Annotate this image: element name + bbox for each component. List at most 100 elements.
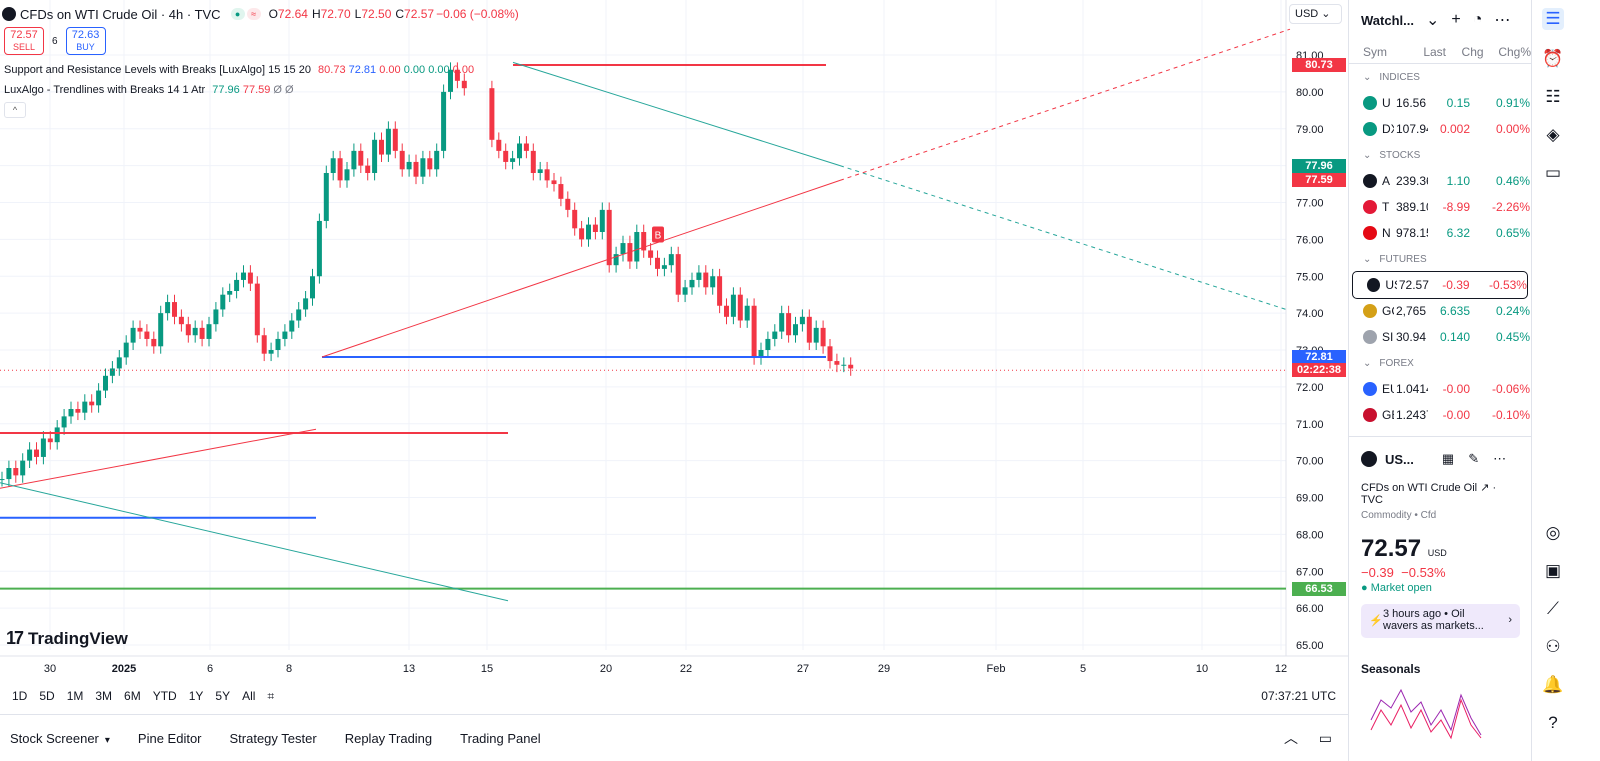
buy-button[interactable]: 72.63 BUY bbox=[65, 27, 106, 55]
timeframe-5y[interactable]: 5Y bbox=[215, 689, 231, 703]
indicator-legend-trendlines[interactable]: LuxAlgo - Trendlines with Breaks 14 1 At… bbox=[4, 84, 294, 96]
candle-body bbox=[413, 161, 419, 177]
chevron-down-icon[interactable]: ⌄ bbox=[1425, 12, 1440, 29]
seasonals-heading[interactable]: Seasonals bbox=[1361, 662, 1421, 676]
news-card[interactable]: ⚡ 3 hours ago • Oil wavers as markets...… bbox=[1361, 604, 1520, 638]
candle-body bbox=[316, 220, 322, 277]
collapse-legend-button[interactable]: ^ bbox=[4, 102, 26, 118]
symbol-title[interactable]: CFDs on WTI Crude Oil · 4h · TVC bbox=[20, 6, 221, 22]
symbol-logo-icon bbox=[1367, 278, 1381, 292]
candle-body bbox=[737, 294, 743, 321]
candle-body bbox=[696, 272, 702, 280]
timeframe-6m[interactable]: 6M bbox=[124, 689, 141, 703]
collapse-panel-icon[interactable]: ︿ bbox=[1284, 730, 1298, 746]
candle-body bbox=[323, 173, 329, 221]
layers-icon[interactable]: ◈ bbox=[1546, 125, 1560, 144]
candle-body bbox=[565, 198, 571, 210]
chat-icon[interactable]: ▭ bbox=[1544, 163, 1562, 182]
candle-body bbox=[689, 279, 695, 288]
more-icon[interactable]: ⋯ bbox=[1493, 451, 1507, 466]
timeframe-5d[interactable]: 5D bbox=[39, 689, 55, 703]
price-chart[interactable]: 81.0080.0079.0078.0077.0076.0075.0074.00… bbox=[0, 0, 1348, 676]
trade-buttons: 72.57 SELL 6 72.63 BUY bbox=[4, 27, 106, 55]
break-label bbox=[652, 226, 664, 243]
utc-clock[interactable]: 07:37:21 UTC bbox=[1261, 689, 1336, 703]
maximize-panel-icon[interactable]: ▭ bbox=[1318, 729, 1332, 746]
bottom-tab[interactable]: Strategy Tester bbox=[229, 730, 317, 746]
open-value: 72.64 bbox=[277, 7, 308, 21]
candle-body bbox=[234, 279, 240, 291]
symbol-logo-icon bbox=[1363, 96, 1377, 110]
edit-icon[interactable]: ✎ bbox=[1468, 451, 1480, 466]
add-symbol-icon[interactable]: + bbox=[1451, 11, 1461, 28]
chart-area[interactable]: 81.0080.0079.0078.0077.0076.0075.0074.00… bbox=[0, 0, 1348, 676]
alerts-clock-icon[interactable]: ⏰ bbox=[1542, 49, 1564, 68]
timeframe-bar: 1D 5D 1M 3M 6M YTD 1Y 5Y All ⌗ 07:37:21 UTC bbox=[0, 683, 1348, 709]
object-tree-icon[interactable]: ☷ bbox=[1545, 87, 1561, 106]
candle-body bbox=[330, 158, 336, 173]
timeframe-1m[interactable]: 1M bbox=[66, 689, 84, 703]
timeframe-1y[interactable]: 1Y bbox=[188, 689, 204, 703]
calendar-icon[interactable]: ▣ bbox=[1544, 561, 1562, 580]
low-value: 72.50 bbox=[361, 7, 392, 21]
external-link-icon[interactable]: ↗ bbox=[1480, 482, 1490, 494]
timeframe-all[interactable]: All bbox=[242, 689, 256, 703]
candle-body bbox=[206, 324, 212, 339]
indicator-legend-sr[interactable]: Support and Resistance Levels with Break… bbox=[4, 64, 475, 76]
more-icon[interactable]: ⋯ bbox=[1494, 12, 1511, 29]
candle-body bbox=[489, 88, 495, 140]
watchlist-row[interactable]: EU1.0414-0.00-0.06% bbox=[1349, 376, 1531, 402]
date-range-icon[interactable]: ⌗ bbox=[267, 688, 275, 703]
candle-body bbox=[379, 139, 384, 155]
pencil-chart-icon[interactable]: ⟋ bbox=[1547, 599, 1559, 618]
candle-body bbox=[137, 327, 143, 332]
watchlist-row[interactable]: U 16.56 0.15 0.91% bbox=[1349, 90, 1531, 116]
timeframe-3m[interactable]: 3M bbox=[95, 689, 113, 703]
candle-body bbox=[744, 305, 750, 321]
timeframe-ytd[interactable]: YTD bbox=[152, 689, 177, 703]
bottom-tab[interactable]: Replay Trading bbox=[344, 730, 433, 746]
advanced-view-icon[interactable]: ◔ bbox=[1472, 11, 1483, 28]
sell-button[interactable]: 72.57 SELL bbox=[4, 27, 44, 55]
watchlist-section[interactable]: ⌄ INDICES bbox=[1363, 71, 1420, 83]
watchlist-section[interactable]: ⌄ STOCKS bbox=[1363, 149, 1421, 161]
watchlist-section[interactable]: ⌄ FOREX bbox=[1363, 357, 1414, 369]
watchlist-icon[interactable]: ☰ bbox=[1542, 8, 1564, 30]
time-tick-label: 5 bbox=[1080, 663, 1086, 675]
candle-body bbox=[385, 128, 391, 155]
candle-body bbox=[579, 228, 585, 240]
notifications-icon[interactable]: 🔔 bbox=[1542, 675, 1564, 694]
watchlist-columns: Sym Last Chg Chg% bbox=[1349, 40, 1531, 64]
candle-body bbox=[40, 438, 46, 457]
timeframe-1d[interactable]: 1D bbox=[12, 689, 28, 703]
candle-body bbox=[68, 409, 74, 417]
bottom-tab[interactable]: Pine Editor bbox=[137, 730, 202, 746]
candle-body bbox=[441, 91, 447, 151]
price-tick-label: 68.00 bbox=[1296, 529, 1324, 541]
watchlist-header[interactable]: Watchl... ⌄ + ◔ ⋯ bbox=[1361, 11, 1511, 29]
community-icon[interactable]: ⚇ bbox=[1545, 637, 1561, 656]
layout-icon[interactable]: ▦ bbox=[1441, 451, 1455, 466]
price-tag: 72.81 bbox=[1292, 350, 1346, 364]
watchlist-section[interactable]: ⌄ FUTURES bbox=[1363, 253, 1427, 265]
bottom-tab[interactable]: Stock Screener ▾ bbox=[10, 730, 110, 746]
currency-select[interactable]: USD ⌄ bbox=[1289, 4, 1342, 24]
market-status-pill[interactable]: ● ≈ bbox=[230, 8, 261, 20]
watchlist-row[interactable]: GE1.2437-0.00-0.10% bbox=[1349, 402, 1531, 428]
price-tick-label: 67.00 bbox=[1296, 566, 1324, 578]
candle-body bbox=[103, 375, 108, 391]
watchlist-row[interactable]: US72.57-0.39-0.53% bbox=[1352, 271, 1528, 299]
candle-body bbox=[661, 265, 667, 269]
candle-body bbox=[765, 338, 771, 350]
help-icon[interactable]: ? bbox=[1548, 713, 1558, 732]
price-tag: 66.53 bbox=[1292, 581, 1346, 596]
candle-body bbox=[399, 150, 405, 170]
bottom-tab[interactable]: Trading Panel bbox=[460, 730, 541, 746]
target-icon[interactable]: ◎ bbox=[1545, 523, 1561, 542]
